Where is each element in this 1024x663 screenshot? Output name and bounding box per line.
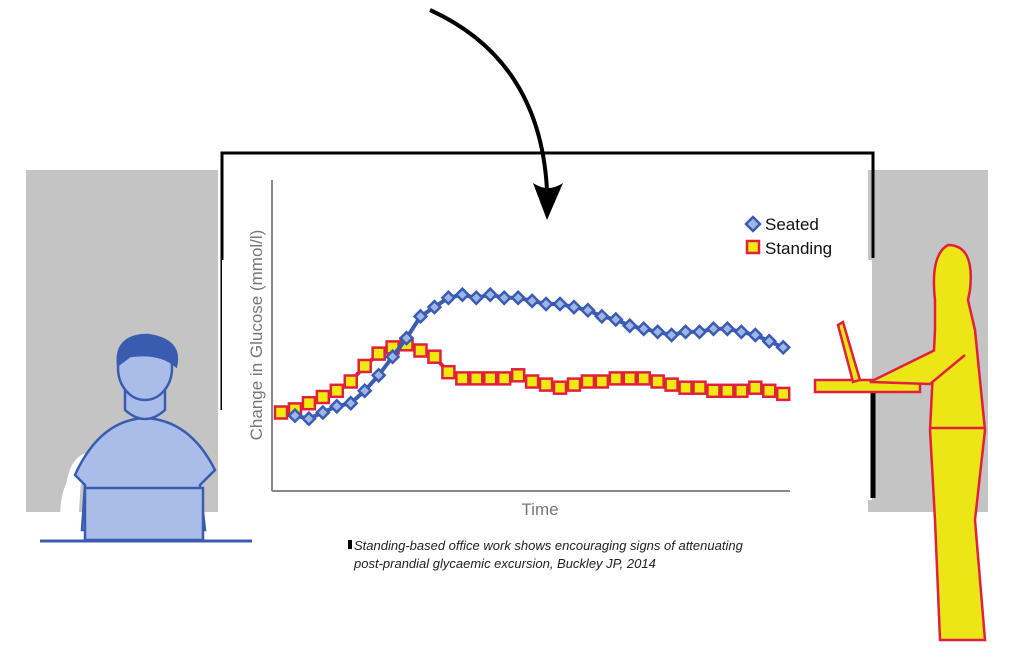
data-point-seated (329, 398, 345, 415)
data-point-seated (761, 333, 778, 349)
data-point-standing (455, 371, 470, 386)
data-point-standing (762, 383, 777, 399)
citation-caption: Standing-based office work shows encoura… (354, 537, 743, 573)
data-point-standing (636, 371, 651, 386)
curved-arrow-icon (429, 8, 549, 191)
data-point-standing (692, 380, 707, 395)
data-point-standing (566, 377, 582, 392)
legend-seated-label: Seated (765, 215, 819, 234)
data-point-seated (663, 327, 680, 343)
data-point-seated (733, 324, 750, 340)
data-point-seated (370, 367, 387, 384)
data-point-seated (594, 308, 610, 325)
caption-line-2: post-prandial glycaemic excursion, Buckl… (354, 556, 656, 571)
data-point-standing (650, 374, 665, 389)
data-point-standing (343, 374, 358, 389)
data-point-seated (566, 299, 582, 315)
x-axis-label: Time (521, 500, 558, 519)
data-point-standing (706, 383, 721, 399)
data-point-standing (329, 383, 345, 399)
data-point-seated (635, 321, 652, 337)
data-point-standing (496, 371, 512, 386)
data-point-seated (608, 311, 624, 328)
data-point-seated (524, 293, 540, 309)
data-point-standing (524, 374, 540, 389)
seated-person-illustration (40, 333, 252, 543)
data-point-standing (678, 380, 693, 395)
data-point-seated (301, 410, 317, 427)
data-point-seated (454, 286, 471, 303)
data-point-standing (510, 368, 526, 383)
data-point-seated (426, 299, 443, 315)
data-point-standing (720, 383, 735, 399)
data-point-seated (705, 321, 722, 337)
data-point-seated (552, 296, 568, 312)
standing-person-illustration (813, 243, 987, 642)
data-point-standing (664, 377, 679, 392)
chart: Time Change in Glucose (mmol/l) Seated S… (247, 180, 832, 519)
data-point-standing (483, 371, 498, 386)
data-point-standing (273, 405, 289, 420)
data-point-standing (594, 374, 610, 389)
data-point-seated (747, 327, 764, 343)
data-point-seated (621, 317, 638, 334)
data-point-standing (371, 346, 386, 361)
data-point-standing (315, 389, 331, 405)
data-point-seated (412, 308, 429, 325)
data-point-standing (608, 371, 624, 386)
data-point-standing (427, 349, 442, 364)
legend-standing-label: Standing (765, 239, 832, 258)
data-point-standing (734, 383, 749, 399)
data-point-standing (775, 386, 791, 402)
data-point-standing (469, 371, 484, 386)
arrow-head-icon (533, 183, 563, 220)
data-point-standing (622, 371, 637, 386)
data-point-standing (301, 395, 317, 411)
data-point-standing (748, 380, 763, 395)
legend-seated-marker (744, 215, 762, 233)
data-point-seated (649, 324, 666, 340)
caption-line-1: Standing-based office work shows encoura… (354, 538, 743, 553)
legend-standing-marker (745, 239, 761, 255)
data-point-seated (398, 330, 415, 346)
data-point-standing (413, 343, 428, 358)
data-point-seated (468, 290, 485, 306)
data-point-standing (357, 358, 372, 374)
data-point-seated (315, 404, 331, 421)
data-point-seated (496, 290, 512, 306)
data-point-seated (482, 286, 499, 303)
data-point-seated (356, 383, 373, 399)
data-point-seated (580, 302, 596, 318)
data-point-standing (552, 380, 568, 395)
data-point-seated (342, 395, 359, 411)
data-point-seated (538, 296, 554, 312)
data-point-seated (384, 348, 401, 365)
series-seated (287, 286, 791, 427)
data-point-seated (510, 290, 526, 306)
data-point-seated (287, 407, 303, 424)
data-point-standing (538, 377, 554, 392)
data-point-seated (691, 324, 708, 340)
caption-marker (348, 540, 352, 549)
data-point-seated (440, 290, 457, 306)
data-point-seated (719, 321, 736, 337)
data-point-seated (775, 339, 791, 356)
data-point-standing (580, 374, 596, 389)
y-axis-label: Change in Glucose (mmol/l) (247, 230, 266, 441)
data-point-seated (677, 324, 694, 340)
data-point-standing (441, 364, 456, 380)
